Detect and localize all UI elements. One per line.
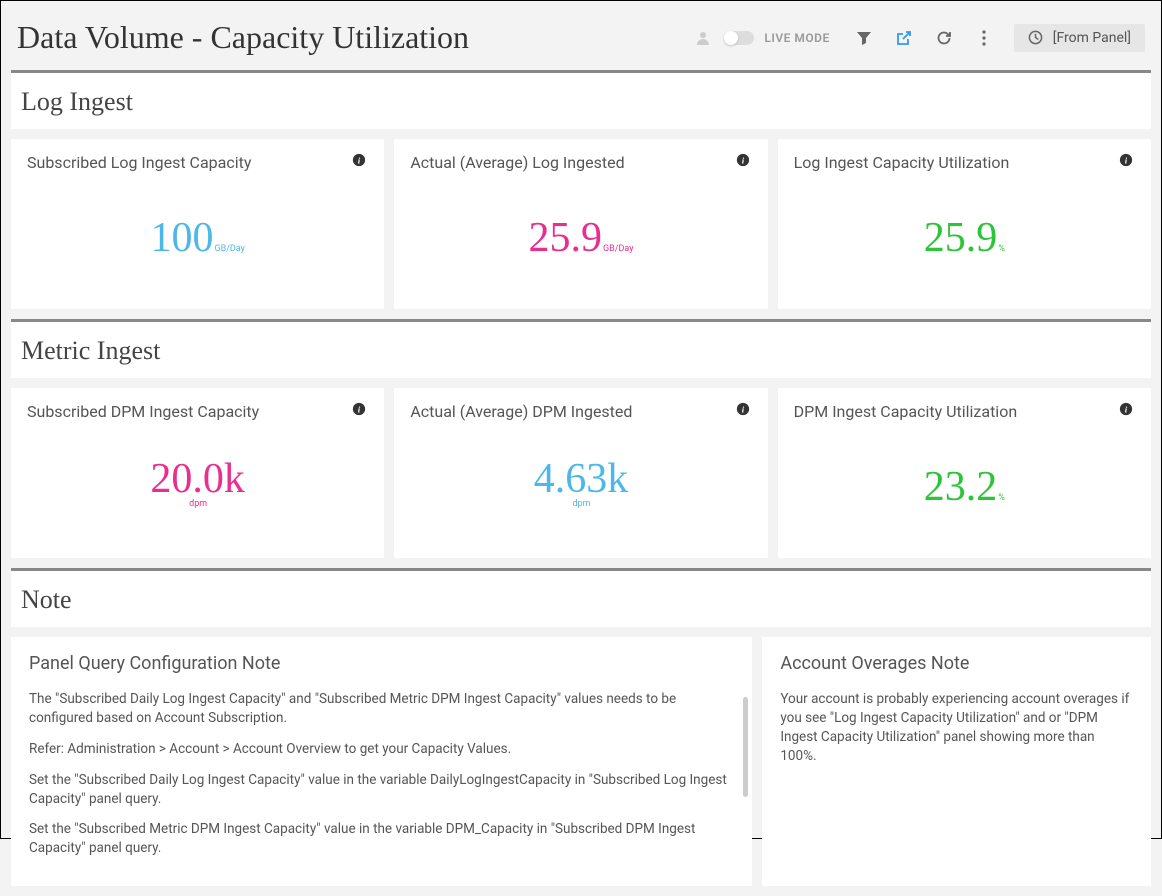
metric-subunit: dpm bbox=[572, 499, 590, 509]
info-icon[interactable]: i bbox=[352, 153, 368, 169]
note-para: Your account is probably experiencing ac… bbox=[780, 690, 1133, 766]
metric-unit: k bbox=[607, 455, 628, 503]
toggle-knob bbox=[724, 31, 738, 45]
metric-unit: GB/Day bbox=[603, 244, 633, 254]
info-icon[interactable]: i bbox=[1119, 402, 1135, 418]
note-title: Account Overages Note bbox=[780, 653, 1133, 674]
panel-title: Subscribed DPM Ingest Capacity bbox=[27, 402, 259, 421]
panel-log-utilization: Log Ingest Capacity Utilization i 25.9 % bbox=[778, 139, 1151, 309]
page-header: Data Volume - Capacity Utilization LIVE … bbox=[1, 1, 1161, 70]
note-para: Refer: Administration > Account > Accoun… bbox=[29, 740, 734, 759]
panel-account-overages-note: Account Overages Note Your account is pr… bbox=[762, 637, 1151, 886]
panel-actual-dpm-ingested: Actual (Average) DPM Ingested i 4.63 k d… bbox=[394, 388, 767, 558]
timerange-label: [From Panel] bbox=[1053, 30, 1131, 46]
panel-title: Actual (Average) Log Ingested bbox=[410, 153, 624, 172]
info-icon[interactable]: i bbox=[1119, 153, 1135, 169]
metric-value: 23.2 bbox=[924, 463, 998, 511]
panel-query-config-note: Panel Query Configuration Note The "Subs… bbox=[11, 637, 752, 886]
metric-subunit: dpm bbox=[189, 499, 207, 509]
live-mode-label: LIVE MODE bbox=[764, 31, 829, 45]
section-title-note: Note bbox=[11, 571, 1151, 627]
metric-ingest-panels: Subscribed DPM Ingest Capacity i 20.0 k … bbox=[1, 378, 1161, 568]
metric-value-wrap: 23.2 % bbox=[794, 463, 1135, 511]
metric-value-wrap: 20.0 k dpm bbox=[27, 455, 368, 509]
clock-icon bbox=[1028, 30, 1043, 45]
metric-value: 20.0 bbox=[150, 455, 224, 503]
info-icon[interactable]: i bbox=[736, 402, 752, 418]
panel-title: Actual (Average) DPM Ingested bbox=[410, 402, 632, 421]
timerange-selector[interactable]: [From Panel] bbox=[1014, 24, 1145, 52]
share-icon[interactable] bbox=[886, 20, 922, 56]
metric-value-wrap: 4.63 k dpm bbox=[410, 455, 751, 509]
panel-title: Log Ingest Capacity Utilization bbox=[794, 153, 1010, 172]
refresh-icon[interactable] bbox=[926, 20, 962, 56]
metric-unit: % bbox=[998, 493, 1005, 503]
user-icon bbox=[692, 27, 714, 49]
panel-actual-log-ingested: Actual (Average) Log Ingested i 25.9 GB/… bbox=[394, 139, 767, 309]
panel-subscribed-dpm-capacity: Subscribed DPM Ingest Capacity i 20.0 k … bbox=[11, 388, 384, 558]
header-controls: LIVE MODE [From Panel] bbox=[692, 20, 1145, 56]
panel-title: DPM Ingest Capacity Utilization bbox=[794, 402, 1018, 421]
section-title-log-ingest: Log Ingest bbox=[11, 73, 1151, 129]
metric-value: 100 bbox=[150, 214, 213, 262]
metric-value: 4.63 bbox=[534, 455, 608, 503]
note-para: Set the "Subscribed Daily Log Ingest Cap… bbox=[29, 771, 734, 809]
info-icon[interactable]: i bbox=[736, 153, 752, 169]
log-ingest-panels: Subscribed Log Ingest Capacity i 100 GB/… bbox=[1, 129, 1161, 319]
note-para: Set the "Subscribed Metric DPM Ingest Ca… bbox=[29, 820, 734, 858]
page-title: Data Volume - Capacity Utilization bbox=[17, 19, 692, 56]
metric-value-wrap: 100 GB/Day bbox=[27, 214, 368, 262]
note-title: Panel Query Configuration Note bbox=[29, 653, 734, 674]
panel-subscribed-log-capacity: Subscribed Log Ingest Capacity i 100 GB/… bbox=[11, 139, 384, 309]
filter-icon[interactable] bbox=[846, 20, 882, 56]
note-para: The "Subscribed Daily Log Ingest Capacit… bbox=[29, 690, 734, 728]
metric-value-wrap: 25.9 GB/Day bbox=[410, 214, 751, 262]
panel-dpm-utilization: DPM Ingest Capacity Utilization i 23.2 % bbox=[778, 388, 1151, 558]
live-mode-toggle[interactable] bbox=[724, 31, 754, 45]
info-icon[interactable]: i bbox=[352, 402, 368, 418]
metric-unit: GB/Day bbox=[214, 244, 244, 254]
metric-unit: k bbox=[224, 455, 245, 503]
more-icon[interactable] bbox=[966, 20, 1002, 56]
note-panels: Panel Query Configuration Note The "Subs… bbox=[1, 627, 1161, 896]
metric-value: 25.9 bbox=[924, 214, 998, 262]
metric-unit: % bbox=[998, 244, 1005, 254]
scrollbar[interactable] bbox=[743, 697, 748, 797]
metric-value-wrap: 25.9 % bbox=[794, 214, 1135, 262]
section-title-metric-ingest: Metric Ingest bbox=[11, 322, 1151, 378]
panel-title: Subscribed Log Ingest Capacity bbox=[27, 153, 251, 172]
metric-value: 25.9 bbox=[529, 214, 603, 262]
